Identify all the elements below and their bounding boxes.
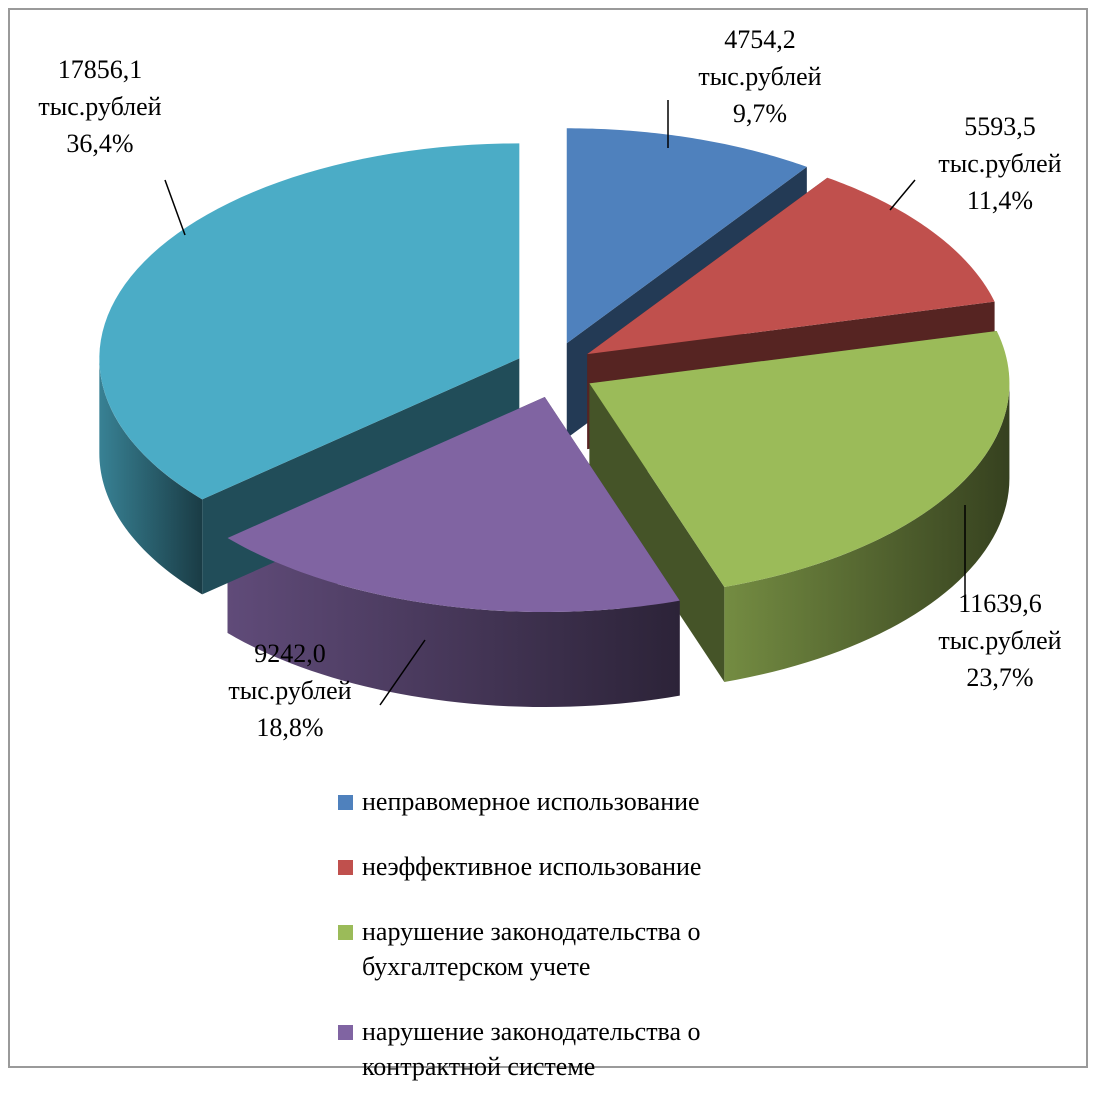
slice [589, 330, 1010, 587]
slice-side [724, 383, 1010, 682]
slice-wall [589, 383, 725, 682]
value-label: 4754,2 [724, 25, 796, 54]
legend-item: нарушение законодательства о контрактной… [338, 1014, 788, 1084]
legend-item: неправомерное использование [338, 784, 788, 819]
legend-swatch [338, 795, 353, 810]
legend-swatch [338, 925, 353, 940]
slice [227, 397, 680, 613]
legend-label: неэффективное использование [362, 852, 702, 881]
leader-line [164, 179, 186, 236]
slice-side [99, 358, 203, 595]
percent-label: 9,7% [733, 99, 787, 128]
legend-swatch [338, 860, 353, 875]
value-label: 11639,6 [958, 589, 1042, 618]
legend-item: нарушение законодательства о бухгалтерск… [338, 914, 788, 984]
percent-label: 18,8% [256, 713, 323, 742]
legend: неправомерное использование неэффективное… [338, 784, 788, 1114]
slice [587, 177, 995, 355]
chart: 4754,2 тыс.рублей 9,7% 5593,5 тыс.рублей 11,4… [38, 25, 1061, 742]
slice-tops [99, 128, 1010, 613]
percent-label: 23,7% [966, 663, 1033, 692]
legend-label: нарушение законодательства о бухгалтерск… [362, 917, 701, 981]
percent-label: 36,4% [66, 129, 133, 158]
unit-label: тыс.рублей [38, 92, 161, 121]
unit-label: тыс.рублей [228, 676, 351, 705]
legend-swatch [338, 1025, 353, 1040]
slice [99, 143, 520, 500]
legend-item: неэффективное использование [338, 849, 788, 884]
legend-label: неправомерное использование [362, 787, 700, 816]
slice [566, 128, 807, 344]
leader-line [379, 639, 426, 706]
unit-label: тыс.рублей [698, 62, 821, 91]
value-label: 17856,1 [58, 55, 143, 84]
page: 4754,2 тыс.рублей 9,7% 5593,5 тыс.рублей 11,4… [8, 8, 1088, 1081]
legend-label: нарушение законодательства о контрактной… [362, 1017, 701, 1081]
slice-side [227, 537, 680, 708]
unit-label: тыс.рублей [938, 626, 1061, 655]
unit-label: тыс.рублей [938, 149, 1061, 178]
value-label: 9242,0 [254, 639, 326, 668]
leader-line [889, 179, 916, 211]
value-label: 5593,5 [964, 112, 1036, 141]
percent-label: 11,4% [967, 186, 1033, 215]
